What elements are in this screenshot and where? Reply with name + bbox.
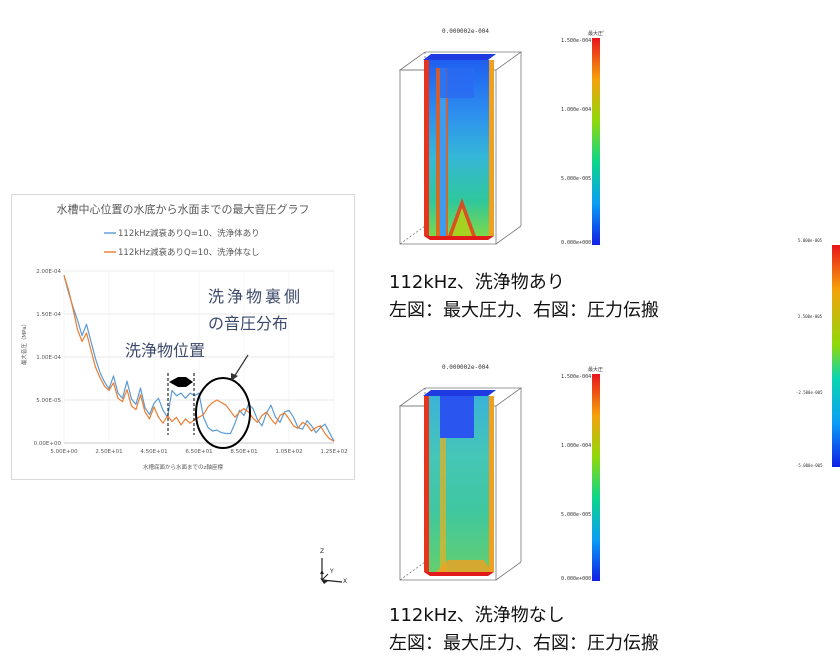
x-tick-label: 5.00E+00: [50, 449, 78, 455]
simulation-1-tick-3: 5.000e-005: [561, 176, 592, 182]
x-tick-label: 1.25E+02: [320, 449, 347, 455]
axis-label-z: Z: [320, 548, 325, 555]
simulation-2-caption-line-2: 左図：最大圧力、右図：圧力伝搬: [389, 633, 659, 654]
simulation-1-colorbar-title: 最大圧ﾞ: [588, 31, 606, 37]
axis-label-x: X: [343, 578, 348, 585]
chart-title: 水槽中心位置の水底から水面までの最大音圧グラフ: [57, 202, 310, 216]
annotation-behind-line-2: の音圧分布: [208, 314, 288, 333]
simulation-2-tick-2: 1.000e-004: [561, 443, 592, 449]
axis-label-y: Y: [330, 568, 334, 575]
axis-triad-icon: [320, 558, 343, 584]
chart-series: [63, 275, 335, 442]
simulation-1-tick-1: 1.500e-004: [561, 38, 592, 44]
simulation-2-tick-4: 0.000e+000: [561, 576, 592, 582]
simulation-1-caption-line-1: 112kHz、洗浄物あり: [389, 272, 565, 293]
edge-colorbar-tick-3: -2.500e-005: [796, 390, 823, 395]
simulation-2-colorbar: [592, 374, 600, 581]
annotation-position: 洗浄物位置: [125, 341, 205, 360]
y-tick-label: 1.00E-04: [36, 355, 61, 361]
annotation-behind-line-1: 洗浄物裏側: [208, 287, 303, 306]
simulation-1-tick-2: 1.000e-004: [561, 107, 592, 113]
simulation-1-colorbar: [592, 38, 600, 245]
chart-panel: 水槽中心位置の水底から水面までの最大音圧グラフ 112kHz減衰ありQ=10、洗…: [11, 194, 355, 480]
simulation-2-caption-line-1: 112kHz、洗浄物なし: [389, 605, 565, 626]
x-tick-label: 1.05E+02: [275, 449, 302, 455]
x-axis-label: 水槽底面から水面までのz軸座標: [143, 463, 223, 471]
annotation-pointer-arrow: [233, 354, 249, 378]
simulation-1-time-label: 0.000002e-004: [442, 28, 489, 35]
simulation-2-tick-1: 1.500e-004: [561, 374, 592, 380]
simulation-2-render: [398, 374, 600, 581]
simulation-1-render: [398, 38, 600, 245]
simulation-2: 0.000002e-004 最大圧 1.500e-004 1.000e-004 …: [396, 364, 616, 586]
simulation-2-tick-3: 5.000e-005: [561, 512, 592, 518]
y-tick-label: 2.00E-04: [36, 269, 61, 275]
x-tick-label: 4.50E+01: [140, 449, 167, 455]
y-tick-label: 0.00E+00: [34, 441, 62, 447]
annotation-pointer-arrowhead: [231, 373, 238, 381]
chart-grid: [63, 270, 335, 444]
simulation-1-field: [423, 54, 496, 240]
x-tick-label: 8.50E+01: [230, 449, 257, 455]
y-tick-label: 5.00E-05: [36, 398, 61, 404]
chart-legend: 112kHz減衰ありQ=10、洗浄体あり 112kHz減衰ありQ=10、洗浄体な…: [104, 228, 260, 258]
annotation-circle: [195, 377, 251, 449]
axis-triad: Z Y X: [314, 548, 350, 586]
series-line-2: [63, 275, 335, 442]
simulation-1-caption-line-2: 左図：最大圧力、右図：圧力伝搬: [389, 300, 659, 321]
max-pressure-chart: 水槽中心位置の水底から水面までの最大音圧グラフ 112kHz減衰ありQ=10、洗…: [20, 202, 348, 471]
y-tick-label: 1.50E-04: [36, 312, 61, 318]
simulation-1-tick-4: 0.000e+000: [561, 240, 592, 246]
x-tick-label: 2.50E+01: [95, 449, 122, 455]
edge-colorbar: [826, 243, 840, 468]
edge-colorbar-bar: [832, 245, 840, 467]
edge-colorbar-tick-4: -5.000e-005: [796, 463, 823, 468]
simulation-2-time-label: 0.000002e-004: [442, 364, 489, 371]
x-tick-label: 6.50E+01: [185, 449, 212, 455]
simulation-1: 0.000002e-004 最大圧ﾞ 1.500e-004 1.000e-004…: [396, 28, 616, 250]
simulation-2-field: [423, 390, 496, 576]
edge-colorbar-tick-1: 5.000e-005: [798, 238, 823, 243]
series-line-1: [63, 275, 335, 442]
legend-label-series-1: 112kHz減衰ありQ=10、洗浄体あり: [118, 228, 260, 239]
annotation-double-arrow: [169, 377, 193, 387]
chart-ticks: 0.00E+00 5.00E-05 1.00E-04 1.50E-04 2.00E-04…: [34, 269, 348, 455]
edge-colorbar-tick-2: 2.500e-005: [798, 314, 823, 319]
simulation-2-colorbar-title: 最大圧: [588, 367, 604, 373]
y-axis-label: 最大音圧（MPa）: [20, 321, 28, 365]
legend-label-series-2: 112kHz減衰ありQ=10、洗浄体なし: [118, 247, 260, 258]
